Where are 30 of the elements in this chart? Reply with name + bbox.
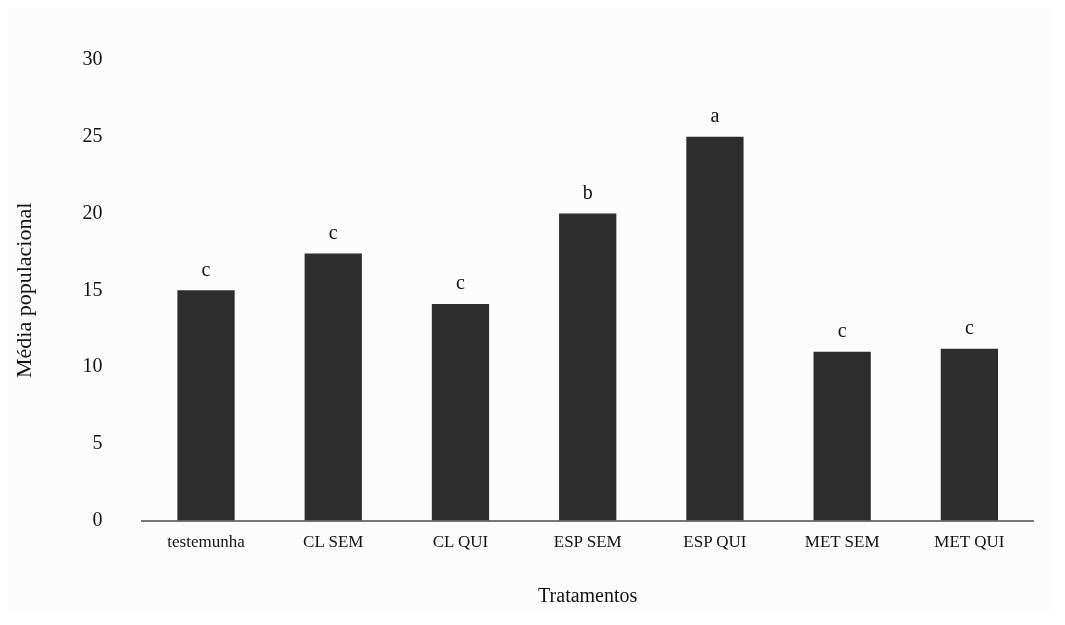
- annotation: c: [328, 220, 338, 243]
- x-tick-label: testemunha: [167, 532, 246, 552]
- bar: [559, 213, 617, 521]
- annotation: a: [710, 104, 720, 127]
- y-tick-label: 10: [82, 354, 103, 377]
- annotation: c: [964, 315, 974, 338]
- x-tick-label: CL QUI: [432, 532, 489, 552]
- annotation: c: [456, 271, 466, 294]
- bar: [940, 348, 999, 521]
- annotation: c: [201, 257, 211, 280]
- y-tick-label: 15: [82, 277, 103, 300]
- annotation: b: [582, 180, 593, 203]
- y-tick-label: 5: [92, 431, 103, 454]
- x-tick-label: MET QUI: [934, 532, 1005, 552]
- bar: [177, 290, 235, 521]
- y-tick-label: 30: [82, 47, 103, 70]
- bar: [686, 136, 744, 521]
- y-tick-label: 20: [82, 200, 103, 223]
- y-tick-label: 25: [82, 124, 103, 147]
- bar: [431, 304, 490, 521]
- x-tick-label: MET SEM: [804, 532, 880, 552]
- annotation: c: [837, 318, 847, 341]
- y-tick-label: 0: [92, 507, 103, 530]
- x-tick-label: ESP SEM: [553, 532, 622, 552]
- y-axis-title: Média populacional: [10, 202, 36, 378]
- x-axis-title: Tratamentos: [538, 584, 638, 607]
- x-tick-label: ESP QUI: [683, 532, 747, 552]
- x-tick-label: CL SEM: [303, 532, 364, 552]
- bar: [813, 351, 871, 521]
- bar: [304, 253, 362, 521]
